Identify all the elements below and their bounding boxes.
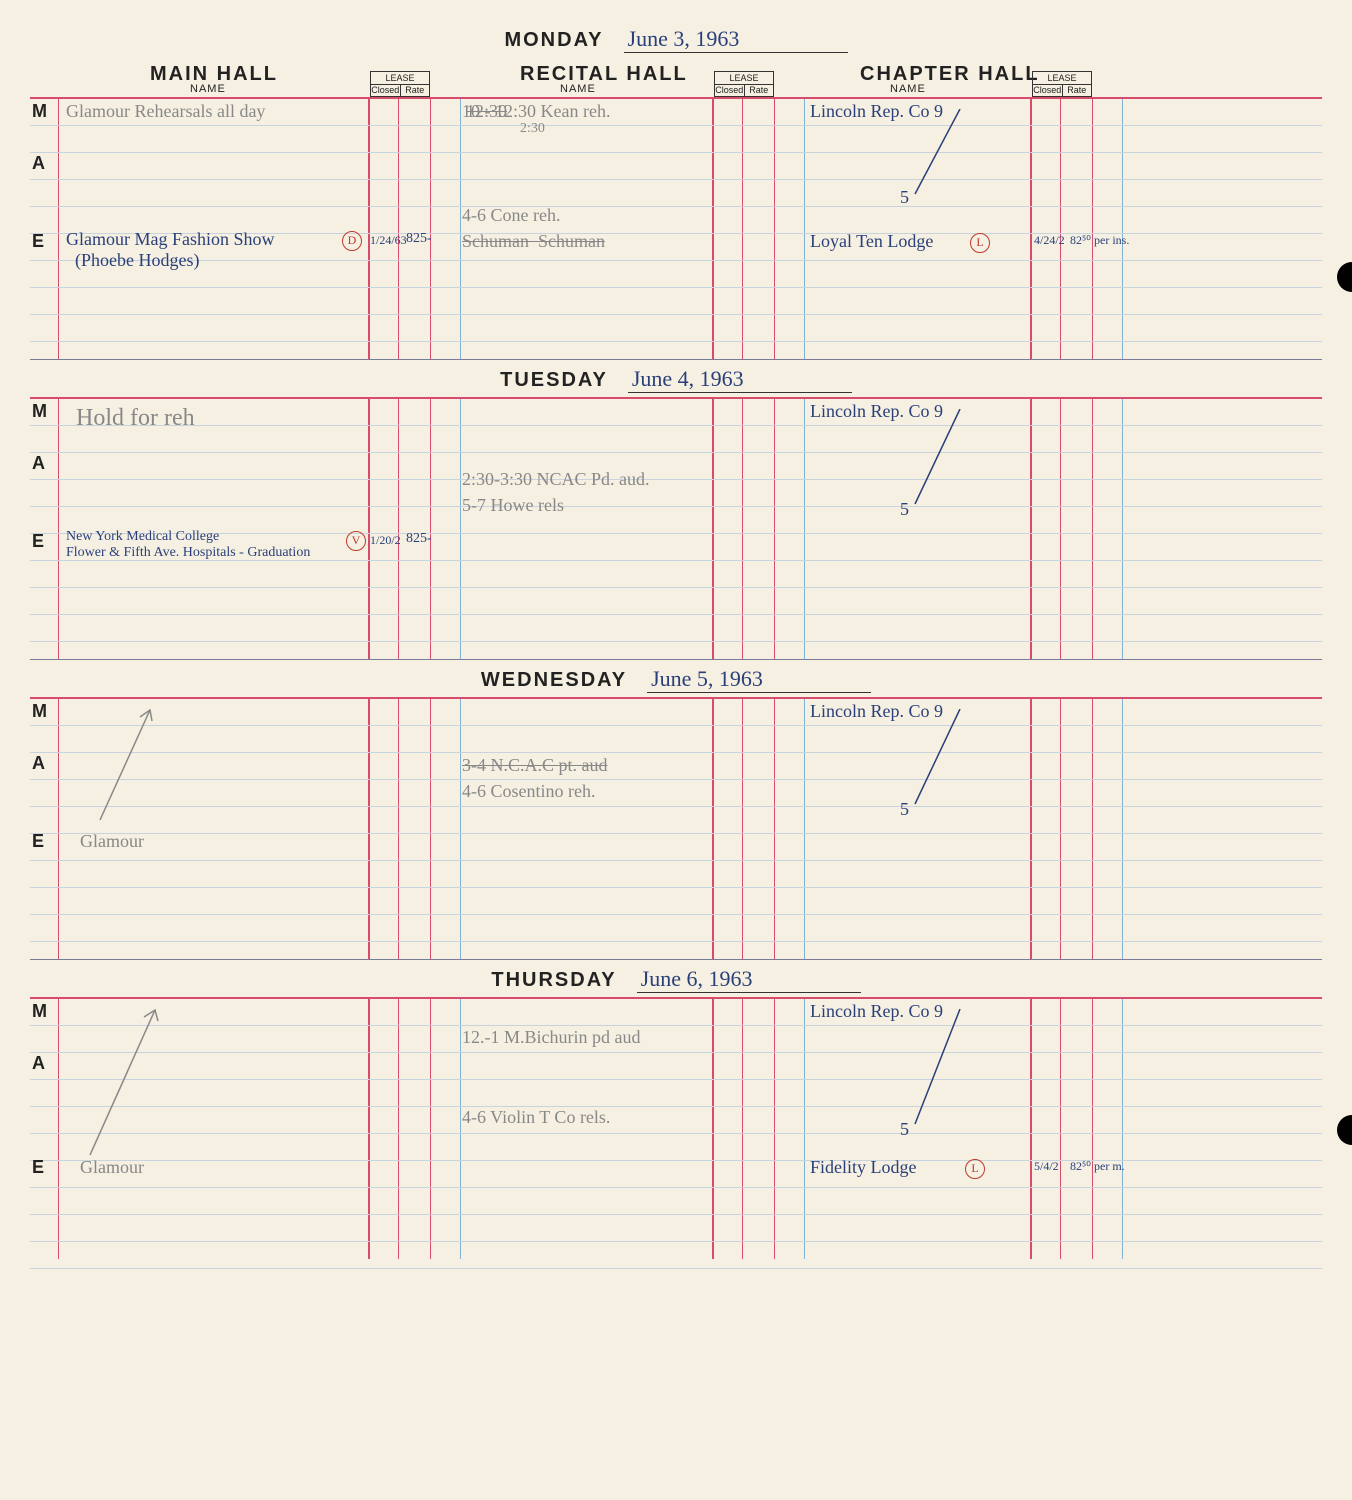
entry: 4-6 Cosentino reh. <box>462 781 595 802</box>
time-e: E <box>30 1157 60 1178</box>
hole-punch <box>1337 262 1352 292</box>
time-m: M <box>30 401 60 422</box>
entry: 2:30-3:30 NCAC Pd. aud. <box>462 469 650 490</box>
column-headers: NAME LEASE ClosedRate NAME LEASE ClosedR… <box>30 69 1322 99</box>
entry: Glamour <box>80 1157 144 1178</box>
diagonal-line-icon <box>910 1009 970 1129</box>
entry: New York Medical College Flower & Fifth … <box>66 529 310 561</box>
day-header: TUESDAY June 4, 1963 <box>30 359 1322 399</box>
ledger-body: M A E Glamour 12.-1 M.Bichurin pd aud 4-… <box>30 999 1322 1259</box>
mark-icon: L <box>970 233 990 253</box>
col-name: NAME <box>890 83 926 95</box>
entry: 5-7 Howe rels <box>462 495 564 516</box>
time-m: M <box>30 701 60 722</box>
ledger-page: CHA-BL-V.08-072 MONDAY June 3, 1963 MAIN… <box>0 0 1352 1500</box>
diagonal-line-icon <box>910 709 970 809</box>
ledger-body: M A E Glamour 3-4 N.C.A.C pt. aud 4-6 Co… <box>30 699 1322 959</box>
entry: Loyal Ten Lodge <box>810 231 933 252</box>
mark-icon: V <box>346 531 366 551</box>
entry: 12.-1 M.Bichurin pd aud <box>462 1027 640 1048</box>
col-name: NAME <box>560 83 596 95</box>
day-tuesday: TUESDAY June 4, 1963 M A E Hold for reh … <box>30 359 1322 659</box>
lease-rate: 82⁵⁰ per m. <box>1070 1159 1125 1174</box>
lease-rate: 825- <box>406 531 432 547</box>
entry: Fidelity Lodge <box>810 1157 917 1178</box>
day-wednesday: WEDNESDAY June 5, 1963 M A E Glamour 3-4… <box>30 659 1322 959</box>
mark-icon: L <box>965 1159 985 1179</box>
lease-box: LEASE ClosedRate <box>714 71 774 97</box>
mark-icon: D <box>342 231 362 251</box>
time-e: E <box>30 231 60 252</box>
day-header: MONDAY June 3, 1963 <box>30 20 1322 57</box>
time-a: A <box>30 753 60 774</box>
lease-box: LEASE ClosedRate <box>370 71 430 97</box>
entry: Schuman Schuman <box>462 231 605 252</box>
weekday-label: TUESDAY <box>500 369 608 392</box>
date-value: June 3, 1963 <box>624 26 848 53</box>
date-value: June 5, 1963 <box>647 666 871 693</box>
weekday-label: WEDNESDAY <box>481 669 627 692</box>
day-monday: MONDAY June 3, 1963 MAIN HALL RECITAL HA… <box>30 20 1322 359</box>
lease-date: 1/24/63 <box>370 233 407 248</box>
time-e: E <box>30 831 60 852</box>
lease-rate: 82⁵⁰ per ins. <box>1070 233 1129 248</box>
arrow-icon <box>90 705 170 825</box>
hole-punch <box>1337 1115 1352 1145</box>
entry: 2:30 <box>520 121 545 137</box>
entry: Glamour <box>80 831 144 852</box>
ledger-body: M A E Glamour Rehearsals all day Glamour… <box>30 99 1322 359</box>
day-thursday: THURSDAY June 6, 1963 M A E Glamour 12.-… <box>30 959 1322 1259</box>
time-a: A <box>30 453 60 474</box>
weekday-label: MONDAY <box>504 29 603 52</box>
lease-date: 4/24/2 <box>1034 233 1065 248</box>
time-a: A <box>30 153 60 174</box>
date-value: June 4, 1963 <box>628 366 852 393</box>
entry: 3-4 N.C.A.C pt. aud <box>462 755 608 776</box>
entry: 10 - 12:30 Kean reh. <box>462 101 610 122</box>
weekday-label: THURSDAY <box>491 969 616 992</box>
entry: Hold for reh <box>76 405 195 432</box>
time-e: E <box>30 531 60 552</box>
time-a: A <box>30 1053 60 1074</box>
lease-box: LEASE ClosedRate <box>1032 71 1092 97</box>
diagonal-line-icon <box>910 109 970 199</box>
diagonal-line-icon <box>910 409 970 509</box>
arrow-icon <box>80 1005 180 1165</box>
lease-date: 5/4/2 <box>1034 1159 1059 1174</box>
hall-titles: MAIN HALL RECITAL HALL CHAPTER HALL <box>30 57 1322 69</box>
time-m: M <box>30 1001 60 1022</box>
day-header: WEDNESDAY June 5, 1963 <box>30 659 1322 699</box>
entry: Glamour Mag Fashion Show (Phoebe Hodges) <box>66 229 275 271</box>
entry: 4-6 Violin T Co rels. <box>462 1107 610 1128</box>
date-value: June 6, 1963 <box>637 966 861 993</box>
entry: 5 <box>900 799 909 820</box>
day-header: THURSDAY June 6, 1963 <box>30 959 1322 999</box>
lease-date: 1/20/2 <box>370 533 401 548</box>
entry: 5 <box>900 499 909 520</box>
entry: 4-6 Cone reh. <box>462 205 560 226</box>
lease-rate: 825- <box>406 231 432 247</box>
entry: 5 <box>900 187 909 208</box>
time-m: M <box>30 101 60 122</box>
col-name: NAME <box>190 83 226 95</box>
ledger-body: M A E Hold for reh New York Medical Coll… <box>30 399 1322 659</box>
entry: 5 <box>900 1119 909 1140</box>
entry: Glamour Rehearsals all day <box>66 101 265 122</box>
